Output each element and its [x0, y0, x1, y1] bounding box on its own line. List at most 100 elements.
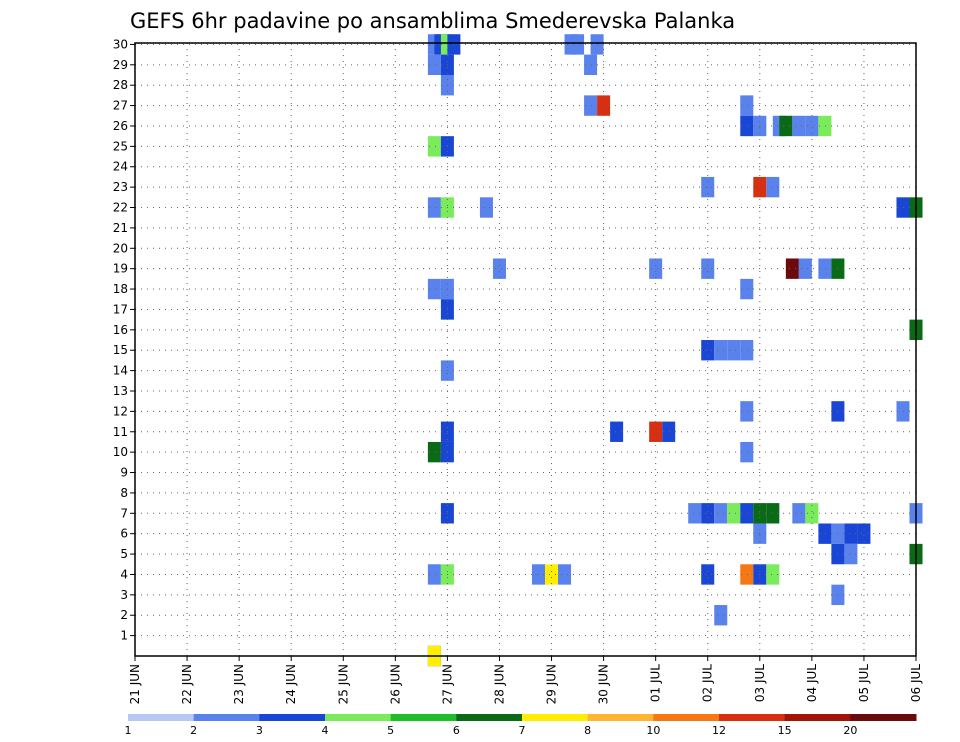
plot-frame: [134, 42, 917, 657]
x-tick-label: 26 JUN: [388, 664, 402, 704]
colorbar-swatch: [456, 714, 523, 721]
cell-82: [558, 564, 572, 585]
cell-51: [896, 401, 910, 422]
y-tick-label: 14: [113, 364, 128, 378]
cell-35: [785, 258, 799, 279]
cell-8: [427, 54, 441, 76]
x-tick-label: 01 JUL: [649, 664, 663, 702]
cell-86: [766, 564, 780, 585]
y-tick-label: 6: [120, 527, 128, 541]
y-tick-label: 8: [120, 486, 128, 500]
x-tick-label: 28 JUN: [492, 664, 506, 704]
cell-26: [766, 176, 780, 198]
y-tick-label: 7: [120, 506, 128, 520]
y-tick-label: 27: [113, 99, 128, 113]
colorbar-label: 5: [387, 724, 394, 737]
colorbar-swatch: [128, 714, 195, 721]
y-tick-label: 24: [113, 160, 128, 174]
colorbar-swatch: [193, 714, 260, 721]
cell-66: [766, 503, 780, 524]
cell-27: [427, 197, 441, 218]
colorbar-swatch: [259, 714, 326, 721]
x-tick-label: 04 JUL: [805, 664, 819, 702]
x-tick-label: 25 JUN: [336, 664, 350, 704]
x-tick-label: 22 JUN: [180, 664, 194, 704]
cell-33: [649, 258, 663, 279]
cell-37: [818, 258, 832, 279]
cell-41: [740, 278, 754, 300]
cell-74: [857, 523, 871, 544]
cell-54: [649, 421, 663, 442]
cell-84: [740, 564, 754, 585]
x-tick-label: 29 JUN: [545, 664, 559, 704]
colorbar-swatch: [522, 714, 589, 721]
cell-80: [532, 564, 546, 585]
cell-67: [792, 503, 806, 524]
cell-62: [714, 503, 728, 524]
y-axis: 1234567891011121314151617181920212223242…: [113, 37, 135, 643]
y-tick-label: 30: [113, 37, 128, 51]
cell-76: [844, 543, 858, 565]
y-tick-label: 13: [113, 384, 128, 398]
colorbar-swatch: [850, 714, 917, 721]
cell-58: [740, 441, 754, 463]
cell-71: [818, 523, 832, 544]
y-tick-label: 28: [113, 78, 128, 92]
cell-29: [479, 197, 493, 218]
colorbar-label: 6: [453, 724, 460, 737]
cell-12: [584, 95, 598, 116]
cell-44: [701, 340, 715, 361]
cell-78: [427, 564, 441, 585]
cell-18: [779, 115, 793, 137]
cell-49: [740, 401, 754, 422]
cell-61: [701, 503, 715, 524]
y-tick-label: 11: [113, 425, 128, 439]
y-tick-label: 9: [120, 466, 128, 480]
y-tick-label: 10: [113, 445, 128, 459]
y-tick-label: 1: [120, 629, 128, 643]
cell-83: [701, 564, 715, 585]
y-tick-label: 19: [113, 262, 128, 276]
colorbar-label: 15: [778, 724, 792, 737]
cell-15: [740, 115, 754, 137]
colorbar-label: 10: [646, 724, 660, 737]
colorbar-label: 4: [322, 724, 329, 737]
y-tick-label: 17: [113, 302, 128, 316]
colorbar-label: 8: [584, 724, 591, 737]
cell-21: [818, 115, 832, 137]
colorbar-swatch: [719, 714, 786, 721]
cell-39: [427, 278, 441, 300]
colorbar: 1 2 3 4 5 6 7 8 10 12 15 20: [125, 714, 917, 737]
colorbar-swatch: [587, 714, 654, 721]
cell-63: [727, 503, 741, 524]
gridlines: [135, 43, 917, 656]
colorbar-label: 3: [256, 724, 263, 737]
cell-46: [727, 340, 741, 361]
x-tick-label: 05 JUL: [857, 664, 871, 702]
y-tick-label: 5: [120, 547, 128, 561]
cell-14: [740, 95, 754, 116]
colorbar-label: 7: [519, 724, 526, 737]
y-tick-label: 26: [113, 119, 128, 133]
x-tick-label: 21 JUN: [128, 664, 142, 704]
colorbar-label: 20: [843, 724, 857, 737]
y-tick-label: 21: [113, 221, 128, 235]
colorbar-swatch: [784, 714, 851, 721]
x-tick-label: 24 JUN: [284, 664, 298, 704]
cell-81: [545, 564, 559, 585]
cell-64: [740, 503, 754, 524]
y-tick-label: 4: [120, 567, 128, 581]
y-tick-label: 20: [113, 241, 128, 255]
y-tick-label: 3: [120, 588, 128, 602]
cell-30: [896, 197, 910, 218]
x-tick-label: 06 JUL: [909, 664, 923, 702]
cell-34: [701, 258, 715, 279]
y-tick-label: 25: [113, 139, 128, 153]
x-tick-label: 30 JUN: [597, 664, 611, 704]
cell-20: [805, 115, 819, 137]
colorbar-label: 2: [190, 724, 197, 737]
cell-47: [740, 340, 754, 361]
y-tick-label: 12: [113, 404, 128, 418]
cell-88: [714, 605, 728, 626]
